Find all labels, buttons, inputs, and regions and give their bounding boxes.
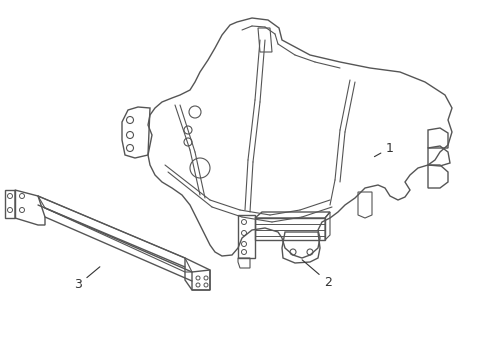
Text: 3: 3 (74, 267, 100, 292)
Text: 1: 1 (374, 141, 394, 157)
Text: 2: 2 (302, 260, 332, 288)
